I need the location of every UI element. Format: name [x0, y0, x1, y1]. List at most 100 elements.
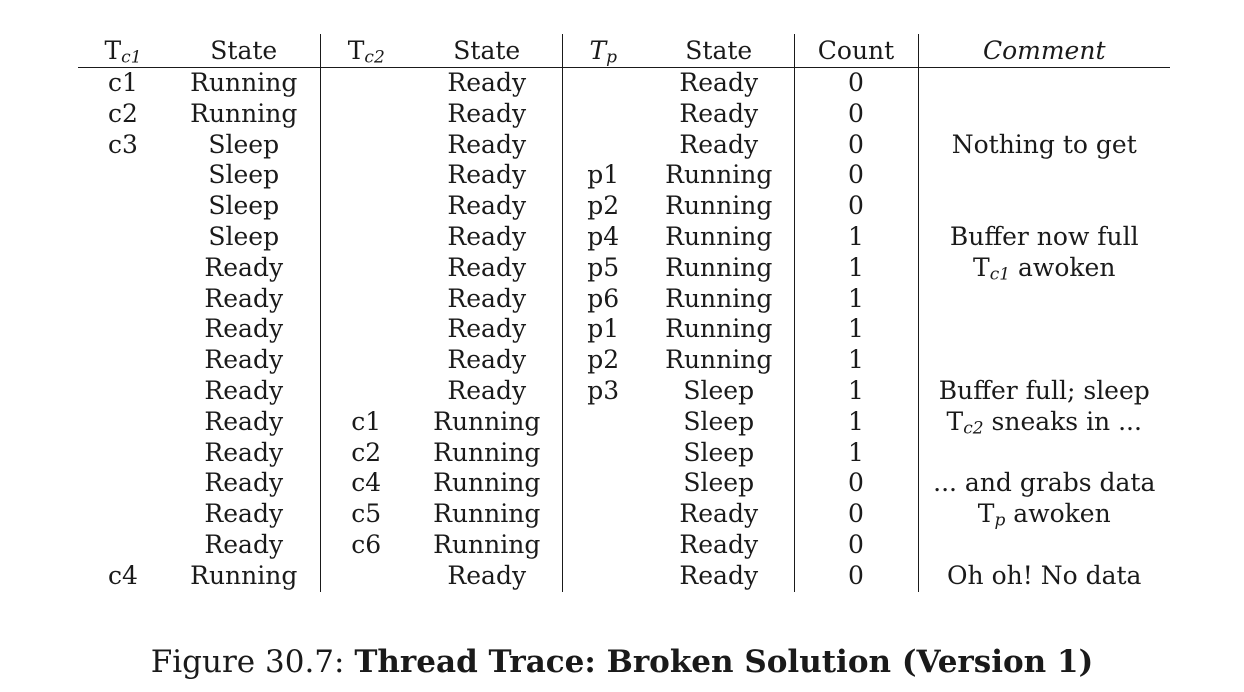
cell-tp [562, 99, 644, 130]
cell-tc2 [320, 314, 412, 345]
cell-comment: ... and grabs data [933, 468, 1156, 498]
cell-tc1 [78, 191, 168, 222]
cell-state-c2: Running [412, 437, 563, 469]
cell-tc2: c2 [351, 437, 382, 467]
cell-state-p: Sleep [644, 406, 795, 438]
table-row: c4 Running Ready Ready 0 Oh oh! No data [78, 560, 1170, 592]
header-state-c1: State [168, 34, 321, 68]
cell-tp [562, 68, 644, 99]
cell-state-c2: Ready [412, 560, 563, 592]
cell-comment [918, 314, 1170, 345]
cell-tp [562, 407, 644, 438]
cell-comment [918, 191, 1170, 222]
table-row: c3 Sleep Ready Ready 0 Nothing to get [78, 129, 1170, 161]
cell-state-p: Running [644, 160, 795, 192]
cell-comment [918, 345, 1170, 376]
table-row: Ready c1 Running Sleep 1 Tc2 sneaks in ... [78, 406, 1170, 438]
cell-state-c2: Running [412, 468, 563, 500]
cell-tc2 [320, 130, 412, 161]
cell-tp [562, 438, 644, 469]
table-row: Ready Ready p3 Sleep 1 Buffer full; sleep [78, 375, 1170, 407]
cell-state-p: Running [644, 191, 795, 222]
cell-tc1 [78, 499, 168, 530]
cell-count: 1 [794, 375, 919, 407]
cell-state-c1: Sleep [168, 129, 321, 161]
cell-state-c2: Ready [412, 375, 563, 407]
cell-state-c1: Sleep [168, 191, 321, 222]
cell-tc2 [320, 253, 412, 284]
cell-state-p: Running [644, 345, 795, 376]
cell-tc2: c5 [351, 499, 382, 529]
cell-comment [918, 160, 1170, 191]
table-header-row: Tc1 State Tc2 State Tp State Count Comme… [78, 34, 1170, 68]
cell-state-c2: Ready [412, 67, 563, 99]
cell-tp: p5 [587, 252, 620, 282]
cell-tp: p1 [587, 314, 620, 344]
table-row: c1 Running Ready Ready 0 [78, 67, 1170, 99]
table-row: Ready c5 Running Ready 0 Tp awoken [78, 499, 1170, 530]
cell-state-c1: Ready [168, 468, 321, 500]
cell-tc1 [78, 468, 168, 499]
cell-state-c1: Running [168, 98, 321, 130]
cell-state-p: Ready [644, 560, 795, 592]
cell-state-c1: Ready [168, 406, 321, 438]
caption-title: Thread Trace: Broken Solution (Version 1… [354, 644, 1094, 680]
cell-state-c1: Ready [168, 345, 321, 376]
cell-state-p: Sleep [644, 375, 795, 407]
cell-state-c1: Running [168, 560, 321, 592]
table-row: Sleep Ready p1 Running 0 [78, 160, 1170, 192]
cell-state-c1: Ready [168, 252, 321, 284]
cell-tc2 [320, 160, 412, 191]
cell-state-c2: Running [412, 499, 563, 530]
cell-tc1 [78, 253, 168, 284]
table-row: Sleep Ready p4 Running 1 Buffer now full [78, 221, 1170, 253]
cell-tc2: c1 [351, 406, 382, 436]
cell-state-p: Ready [644, 129, 795, 161]
cell-state-p: Ready [644, 529, 795, 561]
table-row: c2 Running Ready Ready 0 [78, 98, 1170, 130]
cell-tc1 [78, 314, 168, 345]
header-tp: Tp [562, 34, 644, 68]
table-row: Ready Ready p1 Running 1 [78, 314, 1170, 346]
cell-state-c1: Ready [168, 375, 321, 407]
table-row: Ready c2 Running Sleep 1 [78, 437, 1170, 469]
cell-tc2: c4 [351, 468, 382, 498]
cell-count: 0 [794, 98, 919, 130]
cell-tc1 [78, 530, 168, 561]
cell-tc2: c6 [351, 529, 382, 559]
table-row: Ready Ready p2 Running 1 [78, 345, 1170, 376]
cell-tp: p4 [587, 221, 620, 251]
cell-state-c2: Ready [412, 283, 563, 315]
cell-state-c2: Ready [412, 221, 563, 253]
cell-tc1 [78, 222, 168, 253]
cell-tc2 [320, 561, 412, 592]
cell-state-c1: Ready [168, 529, 321, 561]
cell-state-p: Sleep [644, 437, 795, 469]
cell-tp: p1 [587, 160, 620, 190]
table-row: Ready c4 Running Sleep 0 ... and grabs data [78, 468, 1170, 500]
cell-state-c2: Ready [412, 252, 563, 284]
cell-state-c1: Ready [168, 437, 321, 469]
cell-count: 0 [794, 160, 919, 192]
thread-trace-table: Tc1 State Tc2 State Tp State Count Comme… [78, 34, 1170, 592]
cell-tp [562, 468, 644, 499]
cell-state-c1: Ready [168, 314, 321, 346]
cell-comment: Buffer now full [949, 221, 1139, 251]
cell-tc2 [320, 222, 412, 253]
cell-tc1 [78, 345, 168, 376]
cell-tc2 [320, 284, 412, 315]
cell-count: 1 [794, 252, 919, 284]
cell-count: 1 [794, 345, 919, 376]
cell-count: 1 [794, 283, 919, 315]
cell-state-c2: Running [412, 529, 563, 561]
cell-state-c2: Ready [412, 160, 563, 192]
cell-tp [562, 130, 644, 161]
cell-count: 0 [794, 499, 919, 530]
cell-state-c1: Sleep [168, 160, 321, 192]
cell-comment [918, 68, 1170, 99]
cell-state-p: Running [644, 283, 795, 315]
header-tc2: Tc2 [320, 34, 412, 68]
cell-tp [562, 530, 644, 561]
cell-tc2 [320, 68, 412, 99]
cell-tc2 [320, 345, 412, 376]
